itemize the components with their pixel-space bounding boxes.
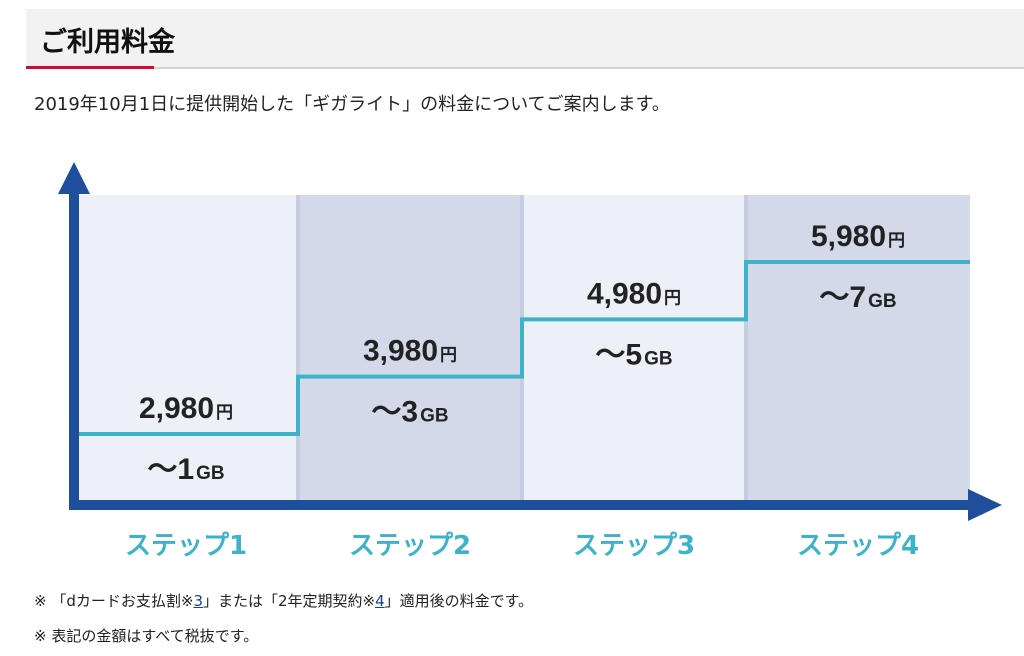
note-link-3[interactable]: 3 [193,592,203,610]
data-allowance-label: ～3 GB [371,396,448,429]
price-label: 4,980 円 [587,277,681,310]
price-label: 5,980 円 [811,220,905,253]
note1-prefix: ※ 「dカードお支払割※ [34,592,194,610]
title-accent-bar [26,66,154,69]
data-allowance-label: ～7 GB [819,281,896,314]
note-tax: ※ 表記の金額はすべて税抜です。 [34,627,259,645]
step-tick-label: ステップ2 [349,531,471,561]
data-allowance-label: ～1 GB [147,453,224,486]
step-tick-label: ステップ1 [125,531,247,561]
step-panel [746,195,970,502]
price-step-line [74,260,970,436]
x-axis-arrow [968,489,1002,521]
step-tick-label: ステップ4 [797,531,919,561]
section-title: ご利用料金 [40,27,175,58]
note-discount: ※ 「dカードお支払割※3」または「2年定期契約※4」適用後の料金です。 [34,590,533,611]
note1-middle: 」または「2年定期契約※ [202,592,376,610]
step-tick-label: ステップ3 [573,531,695,561]
note-link-4[interactable]: 4 [375,592,385,610]
step-panel [74,195,298,502]
step-panel [298,195,522,502]
step-panel [522,195,746,502]
data-allowance-label: ～5 GB [595,338,672,371]
intro-text: 2019年10月1日に提供開始した「ギガライト」の料金についてご案内します。 [34,94,670,115]
y-axis-arrow [58,162,90,194]
price-label: 2,980 円 [139,392,233,425]
pricing-step-chart: 2,980 円 ～1 GB ステップ1 3,980 円 ～3 GB ステップ2 4,980 円 ～5 GB… [58,162,1002,561]
price-label: 3,980 円 [363,335,457,368]
note1-suffix: 」適用後の料金です。 [384,592,534,610]
section-header: ご利用料金 [26,9,1024,69]
